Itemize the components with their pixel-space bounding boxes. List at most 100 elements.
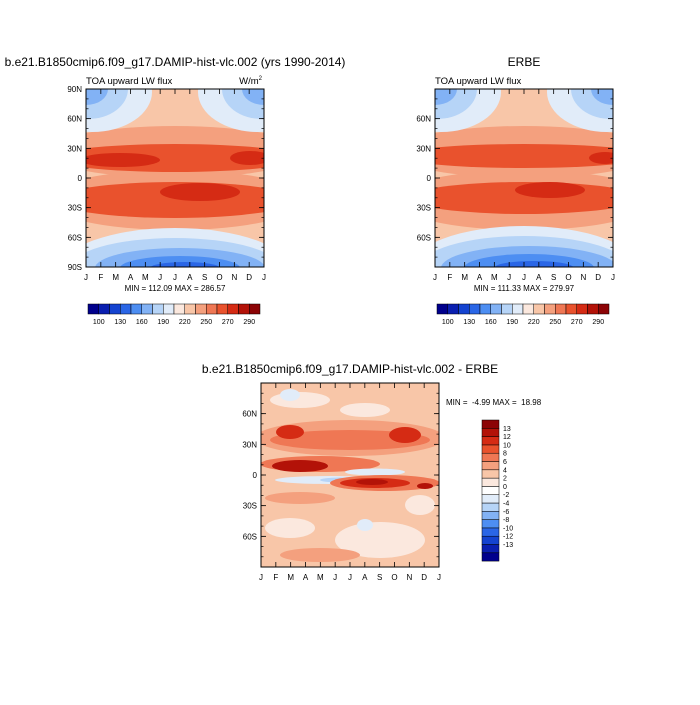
colorbar-swatch bbox=[481, 428, 500, 437]
obs-max-north-east bbox=[589, 152, 613, 164]
x-tick-label: M bbox=[317, 573, 324, 582]
colorbar-label: 12 bbox=[503, 434, 511, 441]
colorbar-label: -2 bbox=[503, 492, 509, 499]
colorbar-label: -10 bbox=[503, 525, 513, 532]
diff-max-feb bbox=[276, 425, 304, 439]
diff-light-north-1 bbox=[270, 392, 330, 408]
colorbar-swatch bbox=[130, 303, 142, 315]
obs-cold-south-3 bbox=[464, 254, 594, 267]
colorbar-swatch bbox=[206, 303, 218, 315]
colorbar-label: 290 bbox=[592, 319, 604, 326]
x-tick-label: J bbox=[507, 273, 511, 282]
x-tick-label: J bbox=[262, 273, 266, 282]
model-cold-ne-core bbox=[242, 89, 264, 105]
colorbar-label: 270 bbox=[222, 319, 234, 326]
model-cold-nw-core bbox=[86, 89, 108, 105]
x-tick-label: M bbox=[461, 273, 468, 282]
model-max-north-east bbox=[230, 151, 264, 165]
colorbar-swatch bbox=[481, 469, 500, 479]
x-tick-label: J bbox=[522, 273, 526, 282]
x-tick-label: M bbox=[287, 573, 294, 582]
obs-band-red-north bbox=[435, 144, 613, 168]
x-tick-label: J bbox=[611, 273, 615, 282]
y-tick-label: 30N bbox=[67, 144, 82, 153]
model-units-superscript: 2 bbox=[259, 76, 263, 82]
colorbar-label: 130 bbox=[114, 319, 126, 326]
colorbar-swatch bbox=[458, 303, 470, 315]
model-max-north bbox=[86, 153, 160, 167]
colorbar-label: 250 bbox=[549, 319, 561, 326]
model-units-label: W/m2 bbox=[239, 76, 263, 87]
model-max-south bbox=[160, 183, 240, 201]
x-tick-label: N bbox=[231, 273, 237, 282]
colorbar-label: -12 bbox=[503, 534, 513, 541]
obs-y-axis: 60N 30N 0 30S 60S bbox=[416, 88, 613, 268]
colorbar-label: 290 bbox=[243, 319, 255, 326]
colorbar-swatch bbox=[469, 303, 481, 315]
colorbar-label: 2 bbox=[503, 476, 507, 483]
colorbar-swatch bbox=[565, 303, 577, 315]
x-tick-label: D bbox=[595, 273, 601, 282]
x-tick-label: N bbox=[580, 273, 586, 282]
y-tick-label: 60N bbox=[67, 115, 82, 124]
x-tick-label: D bbox=[246, 273, 252, 282]
model-cold-south-2 bbox=[95, 248, 264, 267]
colorbar-swatch bbox=[216, 303, 228, 315]
x-tick-label: F bbox=[273, 573, 278, 582]
x-tick-label: M bbox=[491, 273, 498, 282]
x-tick-label: M bbox=[112, 273, 119, 282]
colorbar-swatch bbox=[576, 303, 588, 315]
y-tick-label: 0 bbox=[427, 174, 432, 183]
x-tick-label: A bbox=[303, 573, 309, 582]
colorbar-label: 160 bbox=[136, 319, 148, 326]
colorbar-label: 270 bbox=[571, 319, 583, 326]
diff-light-north-2 bbox=[340, 403, 390, 417]
diff-cool-south bbox=[357, 519, 373, 531]
y-tick-label: 30S bbox=[68, 204, 82, 213]
colorbar-swatch bbox=[533, 303, 545, 315]
y-tick-label: 60N bbox=[242, 410, 257, 419]
colorbar-label: -4 bbox=[503, 501, 509, 508]
colorbar-swatch bbox=[481, 494, 500, 504]
x-tick-label: A bbox=[477, 273, 483, 282]
colorbar-swatch bbox=[481, 527, 500, 537]
colorbar-label: 10 bbox=[503, 442, 511, 449]
model-min-max: MIN = 112.09 MAX = 286.57 bbox=[125, 284, 226, 293]
model-units-base: W/m bbox=[239, 76, 259, 87]
model-cold-south-4 bbox=[150, 262, 220, 267]
colorbar-label: 190 bbox=[157, 319, 169, 326]
obs-cold-ne-core bbox=[591, 89, 613, 105]
colorbar-label: 220 bbox=[179, 319, 191, 326]
obs-cold-nw-core bbox=[435, 89, 457, 105]
obs-title: ERBE bbox=[508, 55, 541, 69]
colorbar-label: 100 bbox=[442, 319, 454, 326]
colorbar-swatch bbox=[195, 303, 207, 315]
y-tick-label: 30S bbox=[417, 204, 431, 213]
diff-cool-north bbox=[280, 389, 300, 401]
obs-min-max: MIN = 111.33 MAX = 279.97 bbox=[474, 284, 575, 293]
y-tick-label: 30N bbox=[416, 144, 431, 153]
diff-light-south-1 bbox=[265, 518, 315, 538]
x-tick-label: J bbox=[333, 573, 337, 582]
colorbar-swatch bbox=[98, 303, 110, 315]
colorbar-swatch bbox=[481, 477, 500, 487]
obs-colorbar: 100 130 160 190 220 250 270 290 bbox=[436, 303, 610, 326]
colorbar-swatch bbox=[163, 303, 175, 315]
colorbar-swatch bbox=[481, 544, 500, 554]
diff-light-south-3 bbox=[405, 495, 435, 515]
y-tick-label: 60N bbox=[416, 115, 431, 124]
obs-panel: ERBE TOA upward LW flux 60N 30N 0 30S 60S J F… bbox=[416, 55, 615, 326]
x-tick-label: O bbox=[391, 573, 397, 582]
colorbar-swatch bbox=[481, 452, 500, 462]
difference-title: b.e21.B1850cmip6.f09_g17.DAMIP-hist-vlc.… bbox=[202, 362, 498, 376]
colorbar-swatch bbox=[109, 303, 121, 315]
colorbar-swatch bbox=[141, 303, 153, 315]
colorbar-swatch bbox=[481, 552, 500, 562]
diff-max-aug bbox=[356, 479, 388, 485]
difference-y-axis: 60N 30N 0 30S 60S bbox=[242, 382, 439, 568]
y-tick-label: 30N bbox=[242, 440, 257, 449]
